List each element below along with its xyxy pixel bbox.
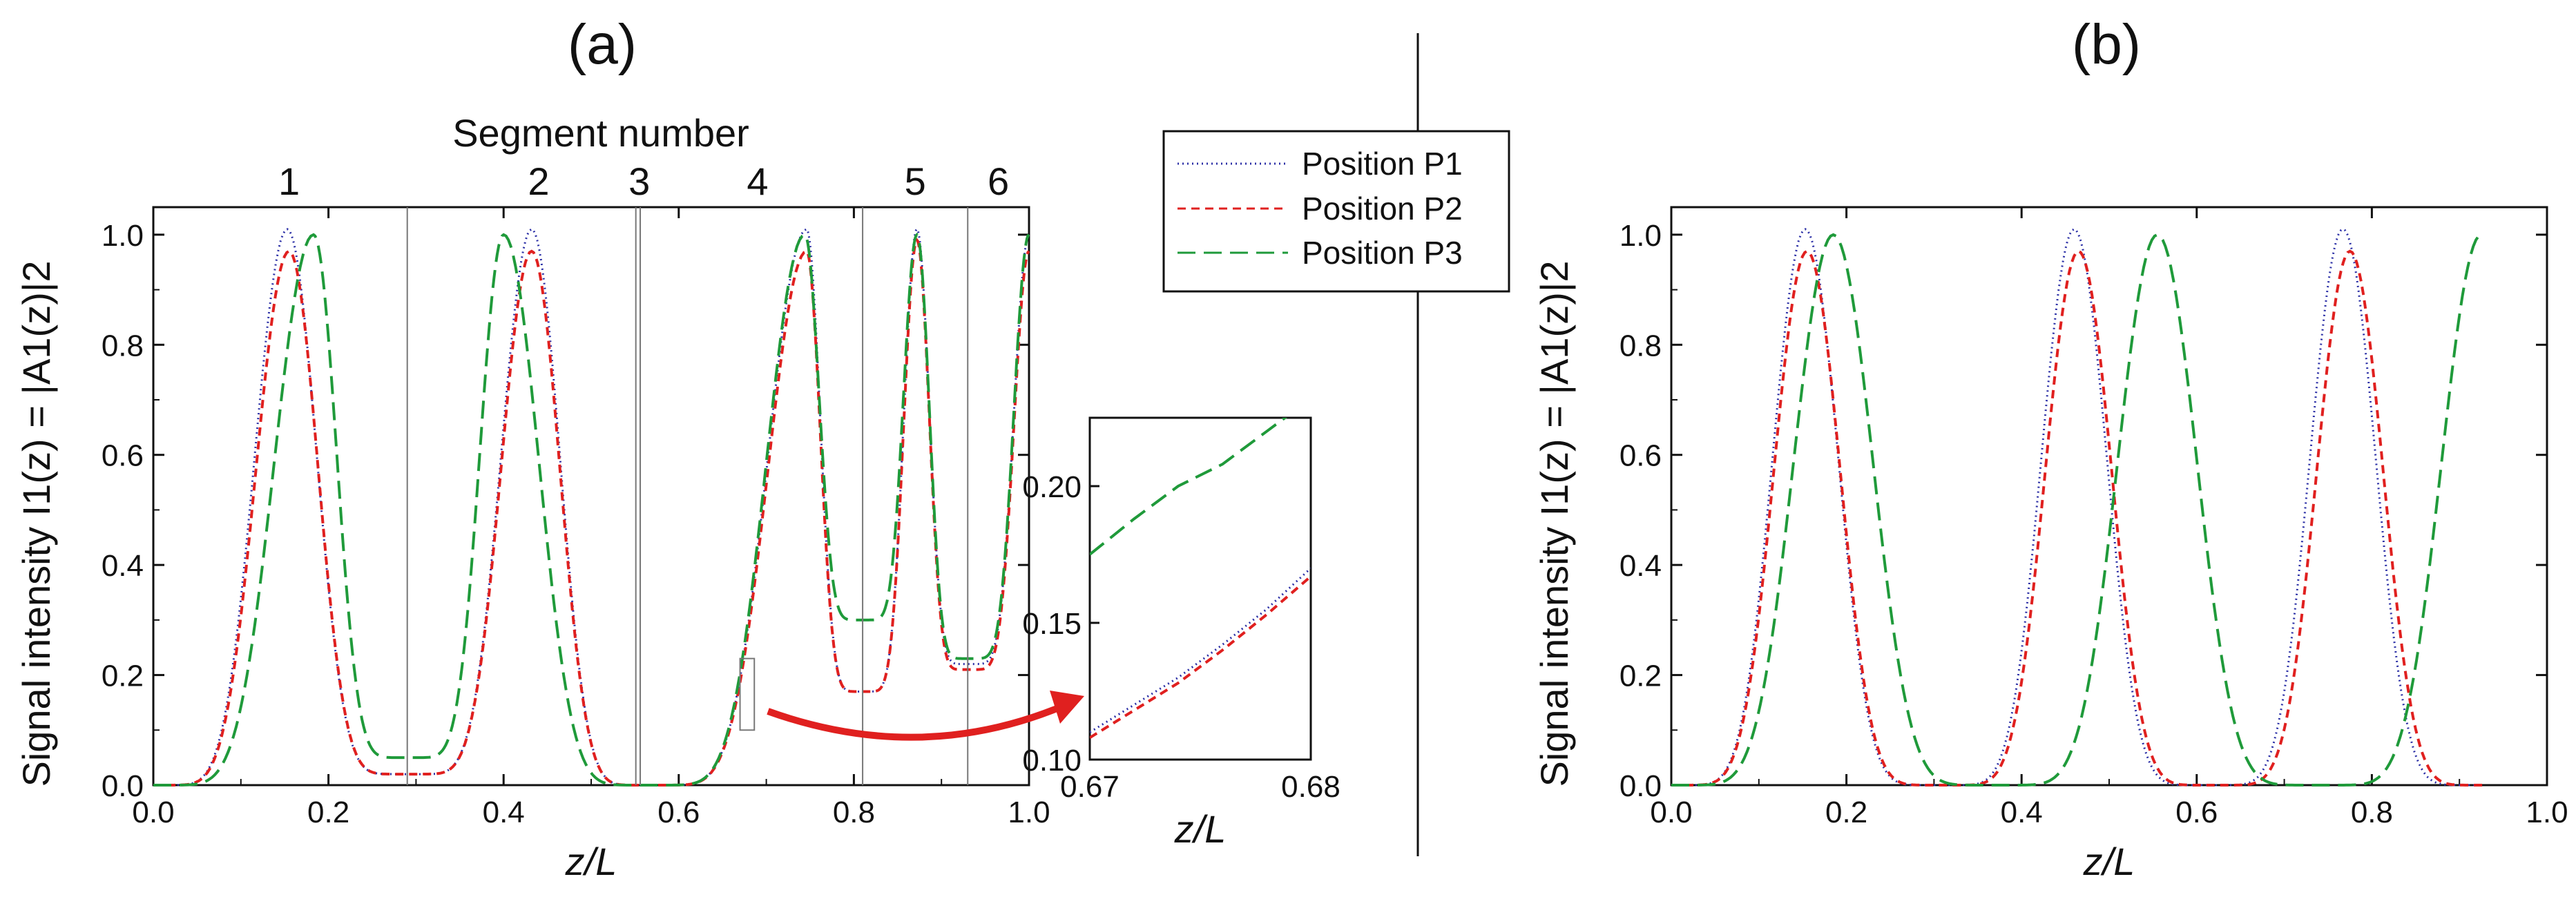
panel-b-y-tick-label: 0.6 [1619, 439, 1662, 473]
panel-b-series-p2 [1671, 249, 2486, 787]
panel-a-x-tick-label: 0.4 [483, 795, 525, 829]
panel-a-x-axis-label: z/L [565, 840, 617, 883]
panel-b-x-tick-label: 0.8 [2351, 795, 2393, 829]
panel-b-x-axis-label: z/L [2083, 840, 2135, 883]
panel-b-y-tick-label: 1.0 [1619, 219, 1662, 253]
panel-b-x-tick-label: 0.2 [1825, 795, 1867, 829]
inset-y-tick-label: 0.20 [1022, 470, 1082, 504]
panel-a-y-tick-label: 0.4 [102, 549, 144, 583]
panel-b-y-tick-label: 0.0 [1619, 769, 1662, 803]
legend-label-p1: Position P1 [1302, 146, 1463, 182]
segment-axis-label: Segment number [452, 111, 749, 155]
panel-b-series-p3 [1671, 233, 2482, 787]
legend-box [1162, 130, 1510, 293]
inset-x-tick-label: 0.68 [1281, 770, 1340, 804]
panel-a-y-tick-label: 1.0 [102, 219, 144, 253]
zoom-arrow [767, 701, 1068, 741]
panel-a-y-tick-label: 0.8 [102, 329, 144, 363]
legend: Position P1 Position P2 Position P3 [1162, 130, 1510, 293]
segment-labels: 1 2 3 4 5 6 [278, 160, 1009, 203]
zoom-box [739, 657, 756, 731]
panel-a-title: (a) [568, 13, 637, 76]
panel-a-plot: 0.0 0.2 0.4 0.6 0.8 1.0 0.0 0.2 0.4 0.6 0.8 1.0 z/L S… [15, 206, 1050, 883]
panel-b-title: (b) [2072, 13, 2141, 76]
panel-b-series-p1 [1671, 228, 2477, 787]
panel-a-y-tick-label: 0.2 [102, 659, 144, 693]
segment-label: 6 [988, 160, 1009, 203]
panel-b-axes-frame [1670, 206, 2548, 787]
panel-b-x-tick-label: 0.4 [2001, 795, 2043, 829]
legend-label-p3: Position P3 [1302, 235, 1463, 271]
panel-b-y-axis-label: Signal intensity I1(z) = |A1(z)|2 [1532, 260, 1576, 787]
panel-a-x-tick-label: 1.0 [1008, 795, 1050, 829]
inset-axes-frame [1088, 416, 1312, 761]
panel-a-y-axis-label: Signal intensity I1(z) = |A1(z)|2 [15, 260, 58, 787]
zoom-arrowhead [1050, 691, 1084, 724]
inset-x-tick-label: 0.67 [1060, 770, 1119, 804]
panel-b-y-tick-label: 0.8 [1619, 329, 1662, 363]
panel-b-y-tick-label: 0.4 [1619, 549, 1662, 583]
panel-a-series-p2 [153, 238, 1030, 787]
inset-y-tick-label: 0.10 [1022, 744, 1082, 778]
panel-a-x-tick-label: 0.6 [657, 795, 700, 829]
panel-b-plot: 0.0 0.2 0.4 0.6 0.8 1.0 0.0 0.2 0.4 0.6 0.8 1.0 z/L S… [1532, 206, 2568, 883]
panel-b-x-tick-label: 0.0 [1650, 795, 1692, 829]
segment-label: 4 [747, 160, 768, 203]
inset-x-axis-label: z/L [1174, 807, 1227, 851]
panel-a-x-tick-label: 0.8 [833, 795, 875, 829]
panel-a-series-p3 [153, 232, 1030, 787]
segment-label: 3 [628, 160, 650, 203]
panel-b-x-tick-label: 0.6 [2175, 795, 2218, 829]
inset-series-p2 [1090, 575, 1311, 740]
panel-a-y-tick-label: 0.6 [102, 439, 144, 473]
inset-plot: 0.67 0.68 0.10 0.15 0.20 z/L [1022, 416, 1340, 851]
panel-b-y-tick-label: 0.2 [1619, 659, 1662, 693]
panel-b-x-tick-label: 1.0 [2526, 795, 2568, 829]
segment-label: 5 [905, 160, 926, 203]
segment-label: 1 [278, 160, 300, 203]
inset-series-p3 [1090, 418, 1288, 556]
segment-label: 2 [528, 160, 549, 203]
panel-a-x-tick-label: 0.0 [132, 795, 174, 829]
inset-y-tick-label: 0.15 [1022, 607, 1082, 641]
inset-series-p1 [1090, 567, 1311, 733]
legend-label-p2: Position P2 [1302, 191, 1463, 226]
panel-a-x-tick-label: 0.2 [307, 795, 349, 829]
panel-a-y-tick-label: 0.0 [102, 769, 144, 803]
